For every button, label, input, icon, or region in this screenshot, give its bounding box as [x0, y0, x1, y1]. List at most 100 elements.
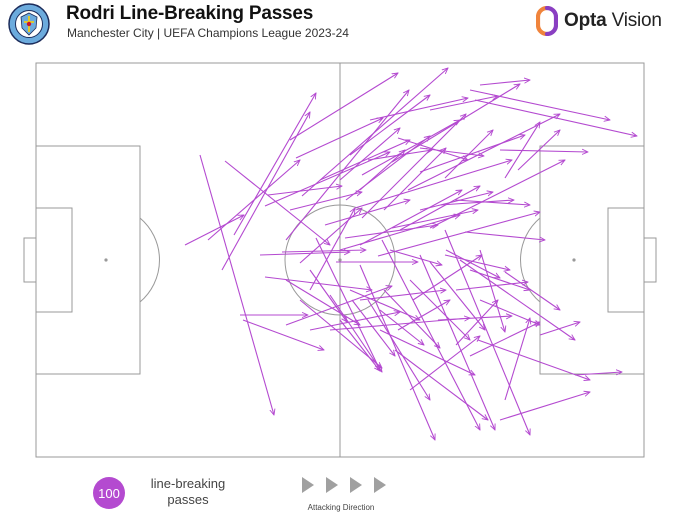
opta-logo-icon — [536, 6, 558, 36]
pass-arrow — [329, 294, 382, 372]
pass-arrow — [381, 239, 480, 430]
pass-arrow — [419, 135, 525, 173]
pass-arrow — [455, 300, 498, 346]
pass-arrow — [454, 199, 530, 205]
pass-arrow — [299, 208, 362, 264]
pass-arrow — [429, 261, 485, 330]
pass-arrow — [409, 279, 470, 340]
manchester-city-badge-icon — [8, 3, 50, 45]
pass-arrow — [285, 286, 392, 326]
pass-arrow — [399, 186, 480, 231]
pass-arrow — [469, 269, 530, 290]
left-penalty-spot — [104, 258, 108, 262]
pass-arrow — [309, 312, 400, 331]
pass-arrow — [469, 322, 540, 357]
pass-arrow — [437, 316, 512, 321]
pass-arrow — [499, 150, 588, 152]
pass-arrow — [477, 339, 590, 380]
pass-arrow — [319, 139, 410, 181]
pass-arrow — [224, 160, 330, 245]
pass-arrow — [345, 136, 430, 201]
pass-arrow — [429, 160, 565, 229]
pass-arrow — [439, 200, 514, 206]
pass-arrow — [339, 128, 400, 181]
pass-arrow — [379, 329, 475, 376]
pass-arrow — [264, 152, 390, 207]
pass-arrow — [233, 93, 316, 236]
pass-arrow — [242, 319, 324, 350]
pass-arrow — [479, 299, 540, 325]
pass-arrow — [397, 137, 468, 160]
pass-arrow — [419, 254, 495, 430]
pass-arrow — [539, 322, 580, 336]
pass-arrow — [464, 231, 545, 240]
pass-arrow — [184, 215, 244, 246]
pass-arrow — [377, 212, 540, 257]
pass-arrow — [267, 186, 342, 196]
pass-arrow — [344, 225, 438, 239]
pass-count-label: line-breaking passes — [150, 476, 226, 507]
pass-arrow — [429, 96, 498, 111]
pass-arrow — [479, 80, 530, 86]
direction-arrow-icon — [326, 477, 338, 493]
right-penalty-spot — [572, 258, 576, 262]
pass-arrow — [574, 372, 622, 376]
pass-arrow — [455, 282, 528, 291]
pass-arrow — [324, 200, 410, 226]
pass-arrow — [394, 349, 488, 420]
direction-arrow-icon — [302, 477, 314, 493]
pass-arrow — [499, 392, 590, 421]
direction-arrow-icon — [350, 477, 362, 493]
passes-layer — [184, 68, 637, 440]
pass-arrow — [389, 249, 442, 265]
pass-arrow — [419, 192, 493, 211]
pass-arrow — [391, 210, 478, 229]
pass-arrow — [517, 130, 560, 171]
pass-arrow — [369, 98, 468, 121]
attacking-direction-label: Attacking Direction — [307, 503, 375, 512]
pass-arrow — [264, 276, 372, 290]
pass-arrow — [444, 229, 530, 435]
pass-arrow — [285, 90, 409, 241]
pass-arrow — [444, 130, 493, 179]
pass-arrow — [207, 160, 300, 241]
page-subtitle: Manchester City | UEFA Champions League … — [67, 26, 349, 40]
pass-arrow — [504, 318, 530, 401]
pass-arrow — [295, 117, 383, 159]
brand-name: Opta Vision — [564, 10, 662, 31]
pass-arrow — [354, 160, 512, 209]
pass-arrow — [281, 250, 366, 252]
pass-count-badge: 100 — [93, 477, 125, 509]
pass-arrow — [359, 150, 405, 191]
pass-arrow — [383, 289, 440, 348]
pass-arrow — [419, 147, 484, 156]
pass-arrow — [504, 122, 540, 179]
attacking-direction-arrows — [302, 477, 386, 493]
pass-arrow — [445, 249, 500, 278]
pass-arrow — [351, 299, 395, 356]
pass-arrow — [349, 289, 420, 320]
pass-arrow — [199, 154, 274, 415]
pass-arrow — [504, 271, 560, 310]
pitch-markings — [23, 62, 657, 458]
pass-arrow — [361, 120, 460, 176]
pass-arrow — [289, 73, 398, 141]
pass-arrow — [309, 208, 355, 291]
opta-vision-logo: Opta Vision — [536, 6, 662, 36]
pass-arrow — [397, 300, 450, 331]
pitch-map — [23, 62, 657, 458]
page-title: Rodri Line-Breaking Passes — [66, 3, 314, 24]
pass-arrow — [339, 215, 460, 251]
pass-arrow — [412, 255, 482, 301]
pass-arrow — [259, 252, 350, 256]
pass-arrow — [469, 89, 610, 120]
pass-arrow — [479, 249, 505, 332]
pass-arrow — [299, 299, 382, 368]
centre-spot — [338, 258, 342, 262]
pass-arrow — [289, 192, 362, 211]
header: Rodri Line-Breaking Passes Manchester Ci… — [0, 0, 681, 48]
pass-arrow — [444, 254, 510, 270]
pass-arrow — [409, 336, 480, 391]
pass-arrow — [383, 148, 446, 211]
pass-arrow — [221, 112, 310, 271]
